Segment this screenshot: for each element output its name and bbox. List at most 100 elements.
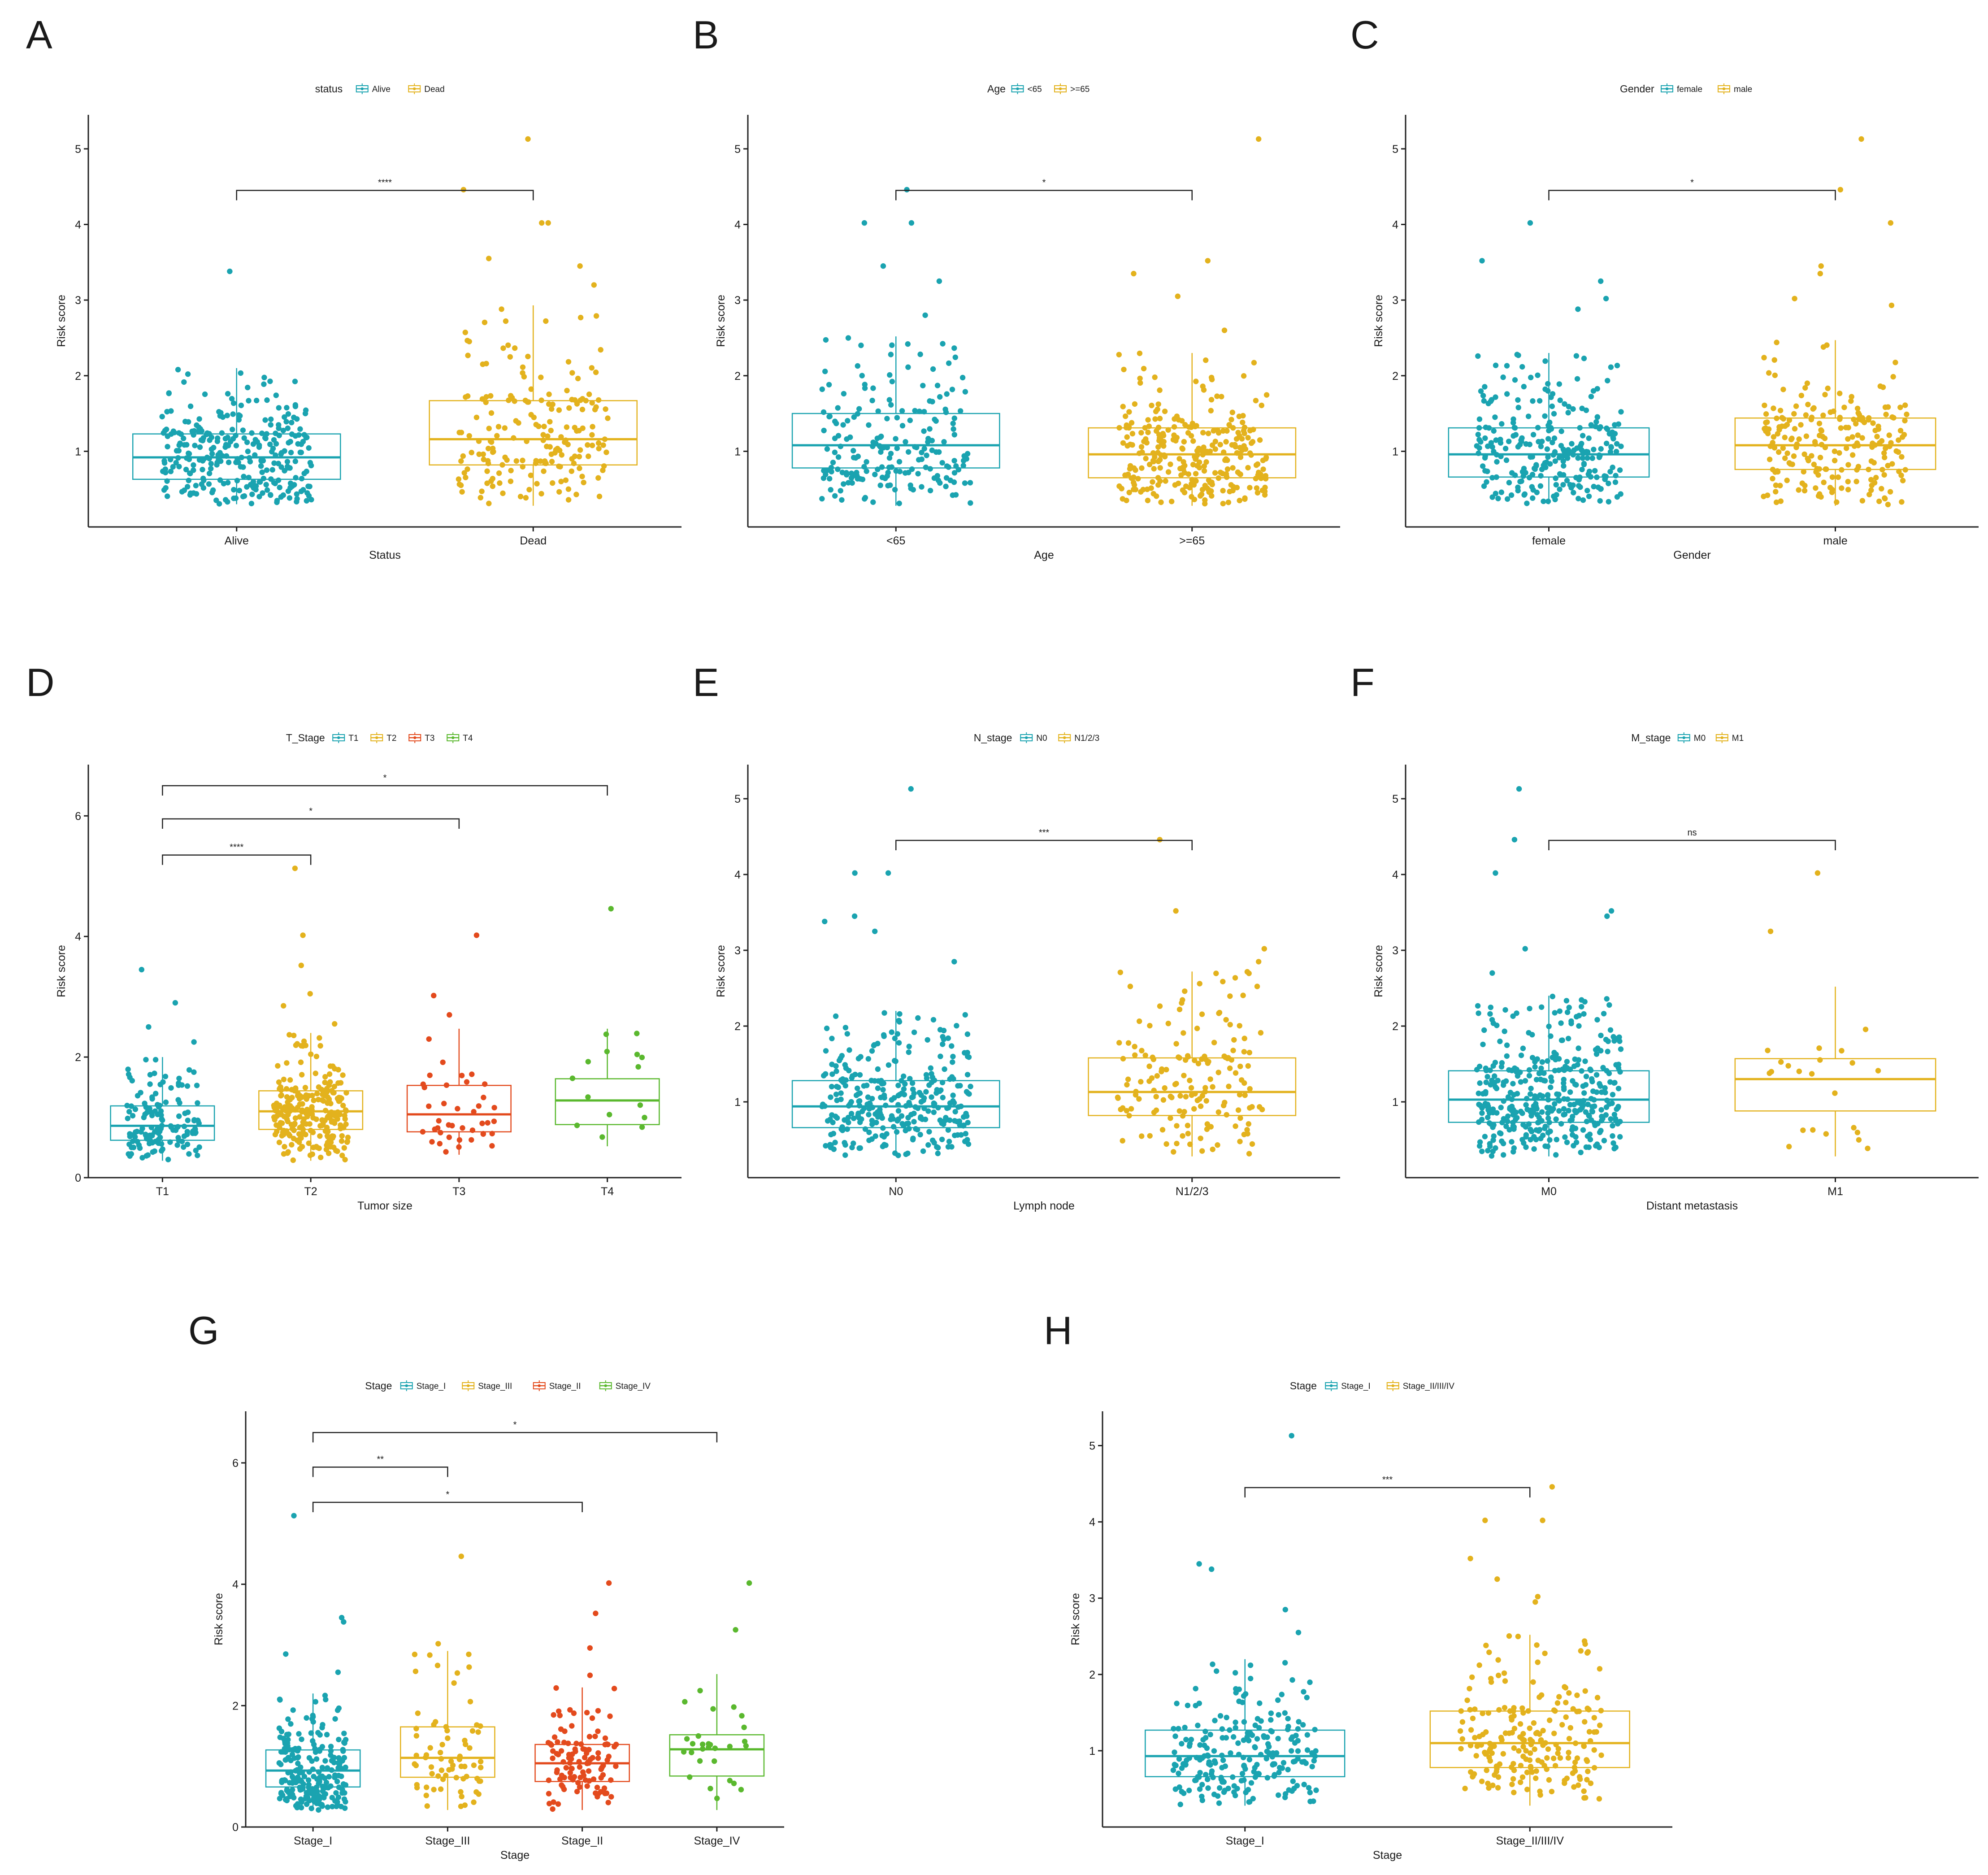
data-point [149, 1132, 155, 1138]
data-point [1868, 487, 1874, 493]
data-point [1601, 1011, 1607, 1017]
data-point [889, 342, 895, 348]
data-point [1584, 448, 1589, 455]
data-point [290, 1707, 296, 1713]
data-point [1486, 1754, 1492, 1760]
data-point [1158, 499, 1164, 505]
data-point [247, 482, 254, 487]
data-point [1304, 1732, 1311, 1738]
legend-label: Stage_I [417, 1382, 446, 1391]
data-point [1212, 470, 1218, 476]
data-point [1157, 837, 1163, 843]
data-point [925, 1108, 931, 1114]
data-point [1567, 1102, 1573, 1108]
data-point [1131, 479, 1137, 486]
data-point [821, 427, 827, 434]
data-point [1523, 1144, 1529, 1150]
data-point [710, 1706, 716, 1712]
data-point [1150, 479, 1155, 485]
data-point [491, 1105, 497, 1111]
data-point [1897, 405, 1903, 410]
data-point [1179, 445, 1185, 451]
data-point [1504, 1053, 1510, 1059]
data-point [581, 479, 586, 486]
data-point [1264, 1775, 1271, 1781]
data-point [181, 379, 187, 385]
data-point [1775, 431, 1780, 437]
data-point [964, 1031, 971, 1037]
data-point [317, 1775, 323, 1780]
data-point [1571, 1143, 1576, 1148]
data-point [1586, 435, 1592, 441]
data-point [1580, 497, 1586, 503]
data-point [246, 398, 252, 404]
data-point [1577, 425, 1583, 431]
data-point [1228, 482, 1234, 488]
data-point [1817, 455, 1823, 461]
data-point [315, 1730, 321, 1736]
data-point [1604, 913, 1610, 919]
data-point [307, 483, 313, 490]
data-point [1201, 387, 1207, 393]
data-point [1540, 1518, 1545, 1523]
data-point [1208, 488, 1214, 494]
y-axis-title: Risk score [1069, 1593, 1082, 1645]
data-point [1597, 426, 1602, 431]
data-point [1610, 1133, 1615, 1139]
y-tick-label: 2 [734, 370, 741, 383]
data-point [731, 1780, 737, 1786]
data-point [152, 1057, 159, 1063]
points-N0 [819, 786, 973, 1158]
legend-label: Stage_II [549, 1382, 581, 1391]
data-point [285, 465, 291, 471]
data-point [1546, 1023, 1552, 1029]
data-point [1247, 1662, 1254, 1668]
data-point [1457, 1728, 1463, 1734]
data-point [1589, 455, 1595, 461]
data-point [846, 1047, 852, 1053]
data-point [1778, 1059, 1784, 1065]
data-point [911, 1029, 917, 1035]
data-point [572, 1746, 578, 1752]
data-point [586, 1734, 593, 1740]
data-point [915, 471, 921, 477]
data-point [476, 1778, 482, 1784]
data-point [328, 1783, 334, 1789]
data-point [292, 433, 299, 439]
data-point [1832, 1090, 1838, 1096]
data-point [573, 1740, 579, 1746]
data-point [1584, 1118, 1590, 1124]
data-point [953, 492, 959, 498]
data-point [1802, 483, 1808, 488]
data-point [881, 1010, 887, 1016]
data-point [848, 1111, 855, 1117]
data-point [1174, 1701, 1180, 1706]
data-point [946, 360, 952, 366]
data-point [298, 488, 304, 494]
data-point [436, 1118, 442, 1124]
data-point [1771, 357, 1777, 363]
points-T1 [124, 966, 202, 1162]
data-point [1292, 1740, 1298, 1746]
data-point [903, 1127, 908, 1134]
data-point [1775, 469, 1781, 475]
data-point [962, 480, 968, 486]
x-axis-title: Age [1034, 549, 1054, 561]
data-point [127, 1133, 133, 1140]
data-point [1600, 1065, 1606, 1070]
data-point [1495, 496, 1501, 501]
box-N1/2/3 [1088, 837, 1297, 1157]
data-point [1160, 1097, 1167, 1103]
data-point [578, 1741, 584, 1747]
data-point [490, 483, 496, 489]
data-point [875, 408, 881, 414]
data-point [684, 1736, 690, 1742]
data-point [1120, 440, 1126, 446]
data-point [1145, 497, 1151, 504]
data-point [1230, 465, 1236, 471]
data-point [1583, 1082, 1589, 1088]
x-tick-label: Stage_IV [694, 1835, 740, 1847]
data-point [901, 1073, 907, 1079]
data-point [1553, 482, 1559, 488]
data-point [208, 446, 214, 452]
